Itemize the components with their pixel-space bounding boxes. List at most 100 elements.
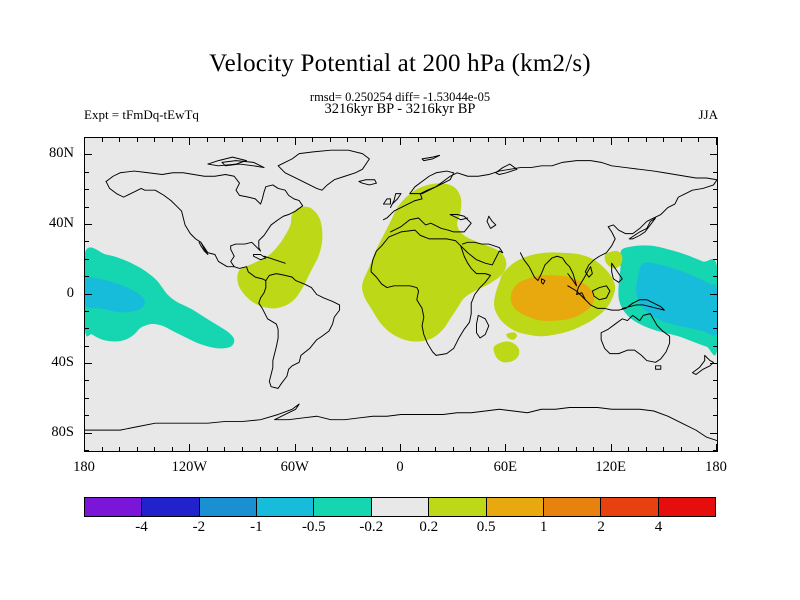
- y-axis-minor-tick-right: [713, 207, 717, 208]
- colorbar-tick-label: 2: [597, 519, 605, 535]
- coastline-segment: [567, 285, 665, 311]
- colorbar[interactable]: [84, 497, 716, 517]
- x-axis-minor-tick: [453, 447, 454, 451]
- map-plot-area: [84, 137, 718, 452]
- coastline-segment: [358, 179, 377, 186]
- x-axis-minor-tick: [698, 447, 699, 451]
- x-axis-minor-tick: [224, 447, 225, 451]
- x-axis-major-tick: [611, 444, 612, 451]
- colorbar-segment[interactable]: [657, 498, 715, 516]
- y-axis-major-tick-right: [710, 154, 717, 155]
- y-axis-minor-tick-right: [713, 450, 717, 451]
- y-axis-label: 80N: [49, 145, 74, 162]
- coastline-segment: [198, 241, 209, 255]
- colorbar-segment[interactable]: [141, 498, 199, 516]
- x-axis-minor-tick-top: [558, 138, 559, 142]
- colorbar-segment[interactable]: [313, 498, 371, 516]
- y-axis-major-tick: [85, 154, 92, 155]
- x-axis-minor-tick: [365, 447, 366, 451]
- x-axis-minor-tick: [576, 447, 577, 451]
- x-axis-label: 180: [705, 459, 727, 475]
- x-axis-minor-tick: [277, 447, 278, 451]
- y-axis-minor-tick-right: [713, 137, 717, 138]
- x-axis-label: 0: [396, 459, 404, 475]
- x-axis-minor-tick-top: [242, 138, 243, 142]
- y-axis-minor-tick-right: [713, 259, 717, 260]
- y-axis-minor-tick: [85, 189, 89, 190]
- x-axis-minor-tick-top: [540, 138, 541, 142]
- colorbar-tick-label: 1: [539, 519, 548, 535]
- x-axis-minor-tick-top: [330, 138, 331, 142]
- y-axis-minor-tick: [85, 172, 89, 173]
- x-axis-minor-tick-top: [137, 138, 138, 142]
- coastline-segment: [576, 179, 717, 301]
- colorbar-segment[interactable]: [428, 498, 486, 516]
- x-axis-minor-tick-top: [488, 138, 489, 142]
- coastline-segment: [495, 163, 518, 175]
- y-axis-label: 0: [66, 284, 74, 301]
- y-axis-major-tick: [85, 294, 92, 295]
- x-axis-minor-tick-top: [312, 138, 313, 142]
- x-axis-minor-tick-top: [628, 138, 629, 142]
- x-axis-minor-tick: [242, 447, 243, 451]
- x-axis-minor-tick-top: [347, 138, 348, 142]
- x-axis-minor-tick-top: [382, 138, 383, 142]
- x-axis-minor-tick-top: [698, 138, 699, 142]
- colorbar-segment[interactable]: [542, 498, 601, 516]
- x-axis-major-tick: [505, 444, 506, 451]
- colorbar-tick-label: 4: [654, 519, 663, 535]
- y-axis-minor-tick-right: [713, 276, 717, 277]
- x-axis-minor-tick-top: [523, 138, 524, 142]
- colorbar-segment[interactable]: [256, 498, 314, 516]
- colorbar-segment[interactable]: [485, 498, 543, 516]
- coastline-segment: [540, 278, 546, 285]
- contour-region-east-pacific-negative-core: [85, 276, 145, 313]
- x-axis-minor-tick: [382, 447, 383, 451]
- x-axis-label: 120W: [171, 459, 208, 475]
- x-axis-minor-tick: [681, 447, 682, 451]
- contour-region-maritime-continent-positive-core: [510, 275, 595, 321]
- y-axis-minor-tick: [85, 259, 89, 260]
- contour-region-atlantic-americas-positive: [237, 206, 323, 309]
- experiment-label: Expt = tFmDq-tEwTq: [84, 107, 199, 122]
- contour-region-south-indian-ocean-positive: [493, 341, 520, 363]
- x-axis-major-tick-top: [295, 138, 296, 145]
- x-axis-minor-tick: [207, 447, 208, 451]
- colorbar-tick-label: -0.5: [301, 519, 326, 535]
- x-axis-minor-tick-top: [576, 138, 577, 142]
- x-axis-minor-tick: [330, 447, 331, 451]
- statistics-line: rmsd= 0.250254 diff= -1.53044e-05: [309, 90, 491, 104]
- x-axis-minor-tick-top: [470, 138, 471, 142]
- x-axis-minor-tick: [418, 447, 419, 451]
- coastline-segment: [519, 252, 578, 287]
- colorbar-tick-label: -1: [250, 519, 263, 535]
- coastline-segment: [486, 215, 497, 229]
- x-axis-minor-tick-top: [277, 138, 278, 142]
- colorbar-segment[interactable]: [600, 498, 658, 516]
- page-title: Velocity Potential at 200 hPa (km2/s): [209, 50, 591, 77]
- colorbar-segment[interactable]: [198, 498, 257, 516]
- coastline-segment: [382, 198, 391, 205]
- y-axis-major-tick: [85, 224, 92, 225]
- colorbar-segment[interactable]: [370, 498, 429, 516]
- coastline-segment: [628, 217, 657, 240]
- y-axis-label: 40N: [49, 214, 74, 231]
- coastline-segment: [277, 149, 370, 191]
- coastline-segment: [85, 403, 717, 442]
- coastline-segment: [611, 262, 623, 283]
- contour-region-africa-eurasia-positive: [362, 183, 507, 342]
- x-axis-major-tick-top: [716, 138, 717, 145]
- x-axis-minor-tick: [260, 447, 261, 451]
- x-axis-minor-tick-top: [154, 138, 155, 142]
- y-axis-minor-tick: [85, 276, 89, 277]
- x-axis-major-tick: [400, 444, 401, 451]
- y-axis-minor-tick: [85, 380, 89, 381]
- x-axis-minor-tick-top: [260, 138, 261, 142]
- x-axis-minor-tick-top: [453, 138, 454, 142]
- contour-region-south-indian-ocean-positive-small: [506, 332, 517, 340]
- colorbar-segment[interactable]: [85, 498, 142, 516]
- x-axis-minor-tick-top: [646, 138, 647, 142]
- y-axis-major-tick-right: [710, 363, 717, 364]
- y-axis-minor-tick-right: [713, 398, 717, 399]
